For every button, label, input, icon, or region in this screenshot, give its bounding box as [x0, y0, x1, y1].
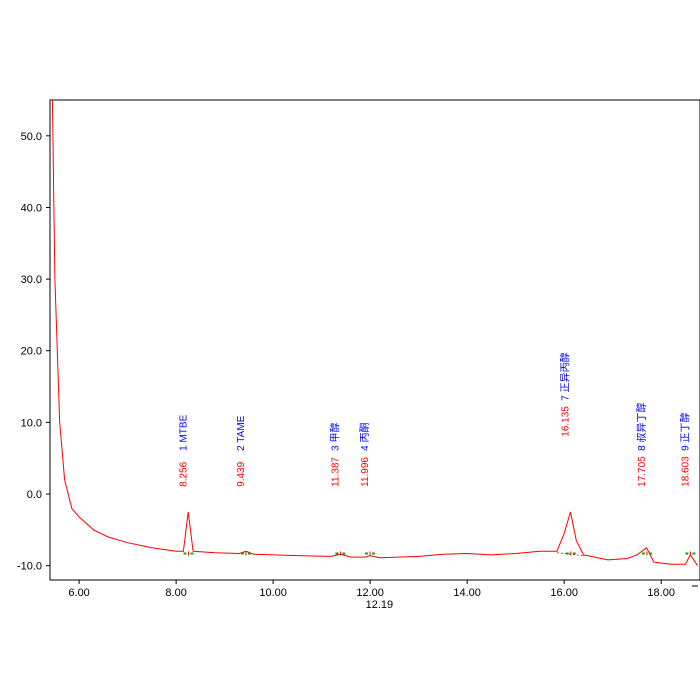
svg-text:11.387: 11.387	[330, 457, 341, 487]
svg-text:3 甲醇: 3 甲醇	[328, 423, 341, 451]
svg-text:20.0: 20.0	[21, 346, 42, 358]
svg-text:40.0: 40.0	[21, 202, 42, 214]
svg-text:9 正丁醇: 9 正丁醇	[678, 413, 691, 451]
svg-text:14.00: 14.00	[453, 587, 481, 599]
svg-text:1 MTBE: 1 MTBE	[179, 414, 190, 450]
chart-svg: -10.0 0.0 10.0 20.0 30.0 40.0 50.0 6.00 8.00 10.0…	[0, 0, 700, 700]
peak-label: 11.387 3 甲醇	[328, 423, 341, 487]
svg-text:10.0: 10.0	[21, 417, 42, 429]
svg-text:7 正异丙醇: 7 正异丙醇	[559, 352, 572, 400]
svg-text:16.135: 16.135	[561, 406, 572, 437]
svg-text:8.256: 8.256	[179, 461, 190, 486]
svg-text:16.00: 16.00	[550, 587, 578, 599]
svg-text:11.996: 11.996	[360, 457, 371, 487]
svg-text:12.00: 12.00	[356, 587, 384, 599]
svg-text:9.439: 9.439	[236, 461, 247, 486]
peak-label: 16.135 7 正异丙醇	[559, 352, 572, 436]
chromatogram-chart: -10.0 0.0 10.0 20.0 30.0 40.0 50.0 6.00 8.00 10.0…	[0, 0, 700, 700]
svg-text:6.00: 6.00	[68, 587, 89, 599]
svg-text:4 丙酮: 4 丙酮	[359, 423, 371, 451]
peak-label: 9.439 2 TAME	[236, 415, 247, 487]
svg-text:17.705: 17.705	[637, 456, 648, 487]
peak-label: 11.996 4 丙酮	[359, 423, 371, 487]
svg-text:30.0: 30.0	[21, 274, 42, 286]
svg-text:2 TAME: 2 TAME	[236, 415, 247, 451]
svg-text:-10.0: -10.0	[17, 561, 42, 573]
svg-text:10.00: 10.00	[259, 587, 287, 599]
chromatogram-trace	[52, 100, 697, 566]
svg-text:18.00: 18.00	[647, 587, 675, 599]
svg-text:0.0: 0.0	[27, 489, 42, 501]
peak-label: 8.256 1 MTBE	[179, 414, 190, 486]
peak-label: 18.603 9 正丁醇	[678, 413, 691, 487]
svg-text:50.0: 50.0	[21, 131, 42, 143]
svg-text:8.00: 8.00	[165, 587, 186, 599]
svg-text:18.603: 18.603	[680, 456, 691, 487]
peak-label: 17.705 8 叔异丁醇	[635, 403, 648, 487]
svg-text:8 叔异丁醇: 8 叔异丁醇	[635, 403, 648, 451]
x-center-label: 12.19	[366, 599, 394, 611]
